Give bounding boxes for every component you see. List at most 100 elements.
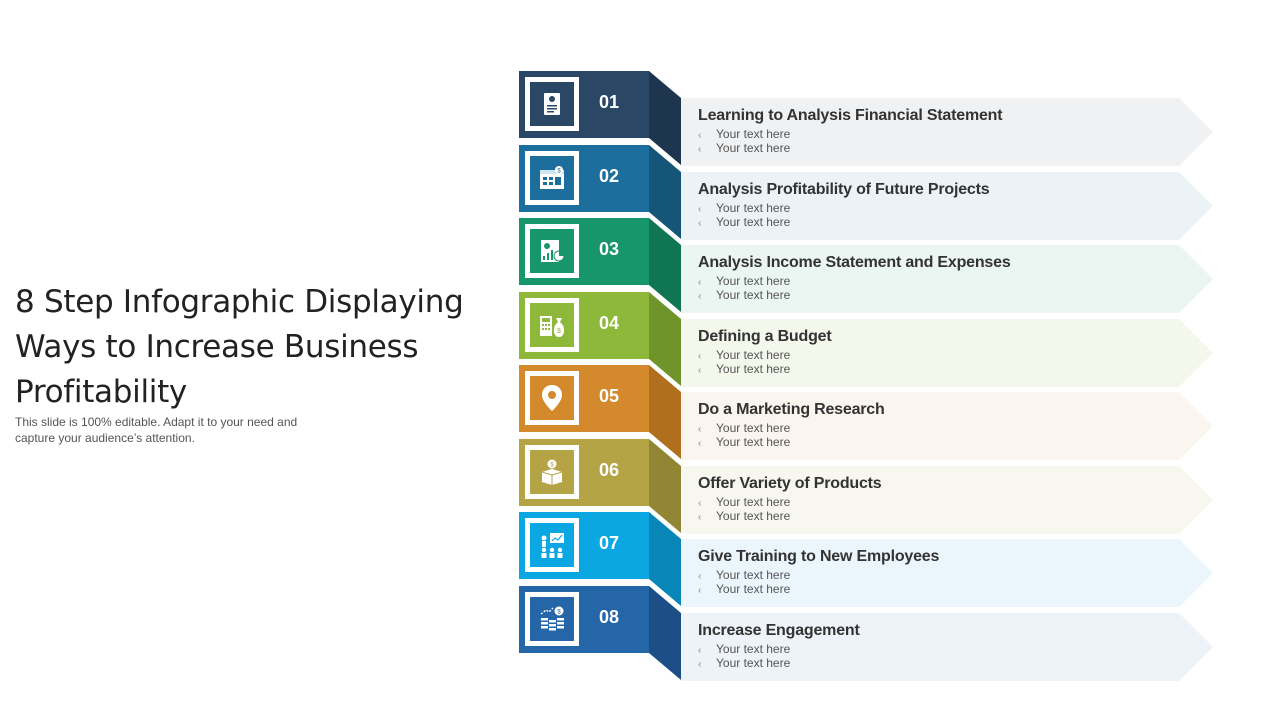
step-arrow-panel: Analysis Profitability of Future Project…	[681, 171, 1213, 240]
bullet-mark: ‹	[698, 291, 702, 302]
bullet-text: Your text here	[716, 508, 791, 523]
step-bullet: ‹ Your text here	[698, 215, 790, 229]
bullet-mark: ‹	[698, 585, 702, 596]
bullet-mark: ‹	[698, 571, 702, 582]
bullet-text: Your text here	[716, 141, 791, 155]
step-fold	[649, 365, 681, 472]
step-number-block: $08	[519, 585, 649, 653]
step-bullet: ‹ Your text here	[698, 495, 790, 509]
step-bullet: ‹ Your text here	[698, 274, 790, 288]
step-bullet: ‹ Your text here	[698, 568, 790, 582]
step-number-block: 05	[519, 365, 649, 432]
step-fold	[649, 144, 681, 252]
bullet-mark: ‹	[698, 130, 702, 141]
icon-frame: $	[525, 297, 579, 352]
training-icon	[530, 523, 574, 567]
step-number: 04	[599, 312, 620, 333]
icon-frame: $	[525, 150, 579, 205]
step-fold	[649, 438, 681, 546]
bullet-mark: ‹	[698, 438, 702, 449]
bullet-text: Your text here	[716, 568, 791, 582]
step-fold	[649, 512, 681, 619]
bullet-mark: ‹	[698, 364, 702, 376]
step-bullet: ‹ Your text here	[698, 127, 790, 141]
slide-title: 8 Step Infographic Displaying Ways to In…	[15, 284, 464, 410]
bullet-text: Your text here	[716, 494, 791, 509]
step-fold	[649, 585, 681, 693]
svg-text:$: $	[557, 168, 561, 174]
bullet-mark: ‹	[698, 497, 702, 509]
step-heading: Analysis Profitability of Future Project…	[698, 180, 990, 198]
bullet-text: Your text here	[716, 288, 791, 302]
bullet-text: Your text here	[716, 582, 791, 596]
bullet-text: Your text here	[716, 347, 791, 362]
step-fold	[649, 218, 681, 325]
bullet-text: Your text here	[716, 655, 791, 670]
step-number: 01	[599, 92, 620, 112]
icon-frame	[525, 371, 579, 425]
svg-text:$: $	[557, 609, 561, 615]
location-pin-icon	[530, 376, 574, 420]
bullet-mark: ‹	[698, 658, 702, 670]
step-number: 02	[599, 165, 620, 186]
calendar-finance-icon: $	[530, 155, 574, 200]
svg-text:$: $	[557, 328, 561, 335]
step-arrow-panel: Do a Marketing Research ‹ Your text here ‹ Y…	[681, 392, 1213, 460]
step-bullet: ‹ Your text here	[698, 435, 790, 449]
bullet-text: Your text here	[716, 274, 791, 288]
bullet-text: Your text here	[716, 641, 791, 656]
bullet-text: Your text here	[716, 421, 791, 435]
bullet-text: Your text here	[716, 200, 791, 215]
step-number-block: 01	[519, 71, 649, 138]
step-bullet: ‹ Your text here	[698, 642, 790, 656]
step-heading: Increase Engagement	[698, 621, 860, 639]
icon-frame	[525, 77, 579, 131]
step-heading: Learning to Analysis Financial Statement	[698, 107, 1003, 124]
product-box-icon: $	[530, 449, 574, 494]
step-number-block: $02	[519, 144, 649, 212]
step-arrow-panel: Learning to Analysis Financial Statement…	[681, 98, 1213, 166]
step-heading: Defining a Budget	[698, 327, 832, 345]
step-number-block: 03	[519, 218, 649, 285]
step-arrow-panel: Give Training to New Employees ‹ Your text…	[681, 539, 1213, 607]
step-number-block: $06	[519, 438, 649, 506]
step-arrow-panel: Increase Engagement ‹ Your text here ‹ Your …	[681, 612, 1213, 681]
step-bullet: ‹ Your text here	[698, 362, 790, 376]
bullet-mark: ‹	[698, 277, 702, 288]
step-bullet: ‹ Your text here	[698, 201, 790, 215]
step-heading: Do a Marketing Research	[698, 401, 885, 418]
step-number: 06	[599, 459, 620, 480]
icon-frame	[525, 224, 579, 278]
bullet-mark: ‹	[698, 350, 702, 362]
income-report-icon	[530, 229, 574, 273]
step-number: 03	[599, 239, 620, 259]
step-bullet: ‹ Your text here	[698, 348, 790, 362]
step-bullet: ‹ Your text here	[698, 582, 790, 596]
slide-subtitle: This slide is 100% editable. Adapt it to…	[15, 415, 298, 445]
budget-icon: $	[530, 302, 574, 347]
step-bullet: ‹ Your text here	[698, 288, 790, 302]
step-fold	[649, 291, 681, 399]
bullet-mark: ‹	[698, 203, 702, 215]
step-fold	[649, 71, 681, 178]
bullet-mark: ‹	[698, 644, 702, 656]
bullet-text: Your text here	[716, 214, 791, 229]
step-heading: Give Training to New Employees	[698, 548, 940, 565]
step-number: 05	[599, 386, 620, 406]
bullet-mark: ‹	[698, 424, 702, 435]
step-bullet: ‹ Your text here	[698, 509, 790, 523]
step-arrow-panel: Offer Variety of Products ‹ Your text here…	[681, 465, 1213, 534]
bullet-mark: ‹	[698, 511, 702, 523]
step-bullet: ‹ Your text here	[698, 141, 790, 155]
step-number: 08	[599, 606, 620, 627]
step-number-block: 07	[519, 512, 649, 579]
bullet-mark: ‹	[698, 144, 702, 155]
bullet-text: Your text here	[716, 127, 791, 141]
icon-frame: $	[525, 444, 579, 499]
step-heading: Offer Variety of Products	[698, 474, 882, 492]
svg-text:$: $	[550, 462, 554, 468]
icon-frame	[525, 518, 579, 572]
step-number-block: $04	[519, 291, 649, 359]
financial-statement-icon	[530, 82, 574, 126]
step-number: 07	[599, 533, 620, 553]
